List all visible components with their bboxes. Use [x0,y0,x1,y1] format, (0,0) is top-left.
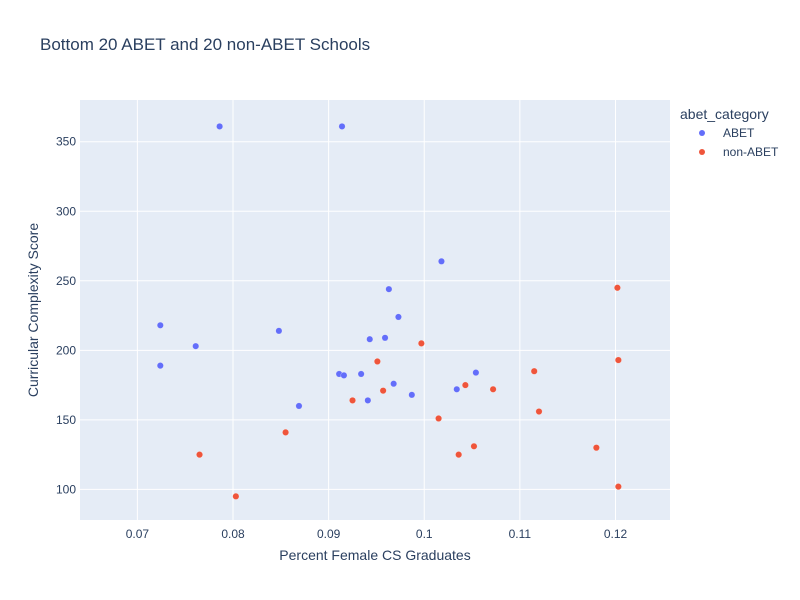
legend-label-abet: ABET [723,126,755,140]
data-point-abet[interactable] [385,285,393,293]
y-axis-title: Curricular Complexity Score [25,223,41,397]
data-point-abet[interactable] [394,313,402,321]
y-axis-ticks: 100 150 200 250 300 350 [56,135,76,497]
y-tick-label: 150 [56,413,76,427]
data-point-abet[interactable] [338,122,346,130]
data-point-non-abet[interactable] [614,356,622,364]
data-point-non-abet[interactable] [489,385,497,393]
x-tick-label: 0.1 [416,527,433,541]
data-point-abet[interactable] [275,327,283,335]
x-axis-title: Percent Female CS Graduates [279,547,470,563]
y-tick-label: 300 [56,204,76,218]
data-point-abet[interactable] [295,402,303,410]
data-point-non-abet[interactable] [417,339,425,347]
data-point-non-abet[interactable] [232,492,240,500]
data-point-abet[interactable] [408,391,416,399]
data-point-abet[interactable] [438,257,445,265]
plot-area [80,100,670,520]
series-abet [156,122,480,410]
data-point-abet[interactable] [357,370,365,378]
data-point-non-abet[interactable] [349,396,356,404]
data-point-abet[interactable] [453,385,461,393]
data-point-abet[interactable] [381,334,389,342]
data-point-non-abet[interactable] [373,358,381,365]
legend: abet_category ABET non-ABET [680,106,779,159]
data-point-abet[interactable] [216,122,224,130]
x-tick-label: 0.09 [317,527,341,541]
grid-lines [80,100,670,520]
y-tick-label: 200 [56,343,76,357]
legend-marker-abet [699,130,705,136]
data-point-non-abet[interactable] [530,367,538,375]
data-point-abet[interactable] [364,396,372,404]
series-non-abet [196,284,622,500]
data-point-abet[interactable] [192,342,200,350]
data-point-abet[interactable] [472,369,480,377]
x-tick-label: 0.11 [509,527,532,541]
data-point-abet[interactable] [390,380,398,388]
data-point-abet[interactable] [366,335,374,343]
y-tick-label: 100 [56,482,76,496]
data-point-non-abet[interactable] [379,387,387,395]
data-point-non-abet[interactable] [614,483,622,491]
data-point-non-abet[interactable] [435,415,443,422]
x-tick-label: 0.08 [221,527,245,541]
x-axis-ticks: 0.07 0.08 0.09 0.1 0.11 0.12 [126,527,628,541]
legend-title: abet_category [680,106,769,122]
chart-title: Bottom 20 ABET and 20 non-ABET Schools [40,35,370,54]
legend-item-non-abet[interactable]: non-ABET [699,145,779,159]
data-point-non-abet[interactable] [613,284,621,292]
data-point-abet[interactable] [340,371,348,379]
data-point-non-abet[interactable] [535,408,543,415]
x-tick-label: 0.07 [126,527,150,541]
data-point-non-abet[interactable] [455,451,463,459]
legend-label-non-abet: non-ABET [723,145,779,159]
y-tick-label: 250 [56,274,76,288]
data-point-non-abet[interactable] [470,442,478,450]
legend-marker-non-abet [699,149,705,155]
y-tick-label: 350 [56,135,76,149]
data-point-non-abet[interactable] [592,444,600,452]
data-point-non-abet[interactable] [196,451,203,459]
data-points [156,122,622,500]
data-point-non-abet[interactable] [282,428,290,436]
data-point-non-abet[interactable] [461,381,469,389]
legend-item-abet[interactable]: ABET [699,126,755,140]
x-tick-label: 0.12 [604,527,628,541]
data-point-abet[interactable] [156,321,164,329]
data-point-abet[interactable] [156,362,164,370]
